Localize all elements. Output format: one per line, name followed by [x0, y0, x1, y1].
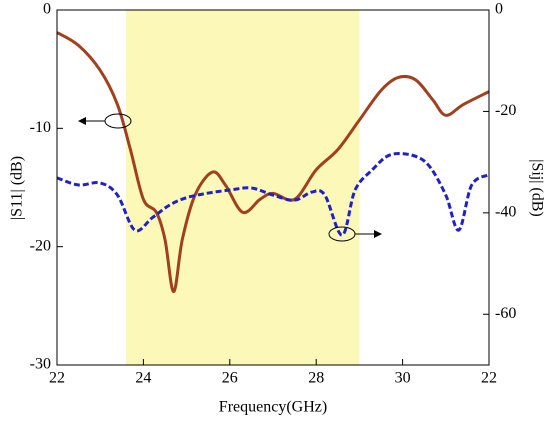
y-tick-label: 0: [43, 1, 51, 18]
y2-tick-label: -40: [495, 204, 516, 221]
arrow-head: [78, 117, 86, 125]
plot-frame: [56, 9, 490, 366]
y2-tick-label: 0: [495, 1, 503, 18]
x-axis-label: Frequency(GHz): [219, 399, 327, 416]
x-tick-label: 26: [222, 370, 238, 387]
y-axis-label: |S11| (dB): [9, 156, 26, 220]
y-tick-label: -10: [30, 119, 51, 136]
x-tick-label: 28: [308, 370, 324, 387]
y-tick-label: -20: [30, 237, 51, 254]
y2-axis-label: |Sij| (dB): [528, 159, 545, 217]
x-tick-label: 22: [49, 370, 65, 387]
annotation-left: [78, 113, 132, 129]
axes-layer: 22 24 26 28 30 22 0 -10 -20 -30 0 -20 -40 -60: [30, 1, 517, 387]
x-tick-label: 22: [481, 370, 497, 387]
y2-tick-label: -60: [495, 305, 516, 322]
y-tick-label: -30: [30, 356, 51, 373]
series-line: [56, 151, 490, 237]
annotation-right: [328, 226, 382, 242]
x-tick-label: 30: [395, 370, 411, 387]
lines-layer: [56, 31, 490, 294]
series-line: [56, 31, 490, 294]
y2-tick-label: -20: [495, 102, 516, 119]
x-tick-label: 24: [135, 370, 151, 387]
arrow-head: [374, 230, 382, 238]
